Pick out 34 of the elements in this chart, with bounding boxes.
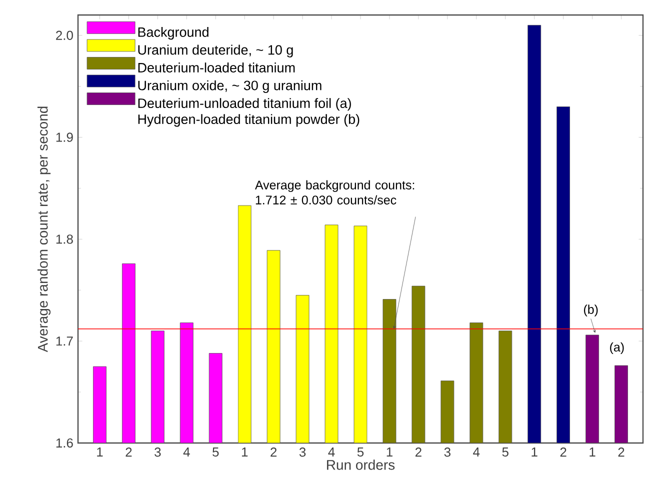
x-tick-label: 2: [560, 448, 566, 457]
x-tick-label: 3: [299, 448, 306, 457]
x-tick-label: 4: [473, 448, 480, 456]
legend-label: Deuterium-loaded titanium: [138, 62, 295, 72]
x-tick-label: 2: [618, 448, 624, 457]
x-tick-label: 3: [154, 448, 161, 457]
legend-label: Deuterium-unloaded titanium foil (a) Hydrogen-loaded titanium powder (b): [138, 98, 360, 127]
annotation: (b): [584, 304, 598, 316]
x-tick-label: 1: [590, 448, 596, 456]
ref-line-label: Average background counts: 1.712 ± 0.030 counts/sec: [254, 180, 414, 204]
x-tick-label: 3: [444, 448, 450, 457]
x-tick-label: 2: [270, 448, 277, 457]
x-tick-label: 5: [357, 448, 364, 457]
y-tick-label: 1.7: [56, 336, 73, 346]
x-axis-title: Run orders: [327, 460, 395, 470]
legend-label: Uranium oxide, ~ 30 g uranium: [138, 80, 322, 93]
y-tick-label: 1.6: [56, 438, 73, 448]
x-tick-label: 4: [183, 448, 190, 456]
x-tick-label: 1: [97, 448, 103, 456]
y-axis-title: Average random count rate, per second: [37, 106, 51, 352]
y-tick-label: 2.0: [56, 30, 73, 40]
x-tick-label: 5: [502, 448, 508, 457]
y-tick-label: 1.8: [56, 234, 73, 244]
legend-label: Uranium deuteride, ~ 10 g: [138, 44, 293, 58]
x-tick-label: 2: [415, 448, 422, 457]
x-tick-label: 5: [212, 448, 219, 457]
annotation: (a): [610, 342, 624, 354]
x-tick-label: 1: [242, 448, 248, 456]
x-tick-label: 1: [386, 448, 392, 456]
x-tick-label: 4: [328, 448, 335, 456]
x-tick-label: 2: [126, 448, 132, 457]
legend-label: Background: [138, 27, 208, 40]
x-tick-label: 1: [532, 448, 538, 456]
y-tick-label: 1.9: [56, 132, 73, 142]
